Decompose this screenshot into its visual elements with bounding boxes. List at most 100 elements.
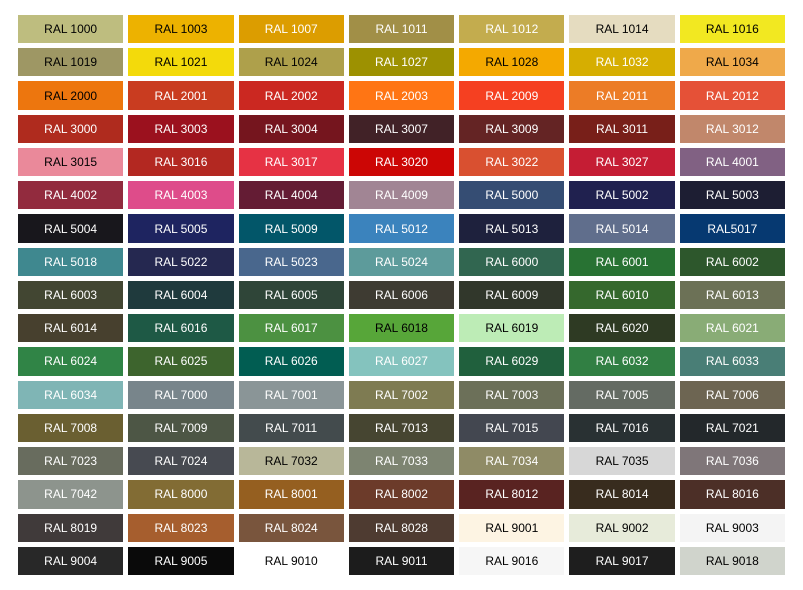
ral-swatch-ral-5004: RAL 5004 xyxy=(18,214,124,243)
ral-swatch-ral-6021: RAL 6021 xyxy=(679,314,785,343)
ral-swatch-ral-6000: RAL 6000 xyxy=(459,247,565,276)
ral-swatch-ral-1012: RAL 1012 xyxy=(459,15,565,44)
ral-swatch-ral-7009: RAL 7009 xyxy=(128,413,234,443)
ral-swatch-ral-9004: RAL 9004 xyxy=(18,546,124,575)
ral-swatch-ral-6020: RAL 6020 xyxy=(569,314,675,343)
ral-swatch-ral-7011: RAL 7011 xyxy=(238,413,344,443)
ral-swatch-ral-7002: RAL 7002 xyxy=(348,380,455,409)
ral-swatch-ral-8023: RAL 8023 xyxy=(128,513,234,542)
ral-swatch-ral-7023: RAL 7023 xyxy=(18,447,124,476)
ral-swatch-ral-8024: RAL 8024 xyxy=(238,513,344,542)
ral-swatch-ral-4004: RAL 4004 xyxy=(238,181,344,210)
ral-swatch-ral-2000: RAL 2000 xyxy=(18,81,124,110)
ral-swatch-ral-3000: RAL 3000 xyxy=(18,114,124,143)
ral-swatch-ral-6025: RAL 6025 xyxy=(128,347,234,376)
ral-swatch-ral-3017: RAL 3017 xyxy=(238,147,344,177)
ral-swatch-ral-5014: RAL 5014 xyxy=(569,214,675,243)
ral-swatch-ral-9011: RAL 9011 xyxy=(348,546,455,575)
ral-swatch-ral-7005: RAL 7005 xyxy=(569,380,675,409)
ral-swatch-ral-9017: RAL 9017 xyxy=(569,546,675,575)
ral-swatch-ral-1032: RAL 1032 xyxy=(569,48,675,77)
ral-swatch-ral-1014: RAL 1014 xyxy=(569,15,675,44)
ral-swatch-ral-5012: RAL 5012 xyxy=(348,214,455,243)
swatch-grid: RAL 1000 RAL 1003 RAL 1007 RAL 1011 RAL 1012… xyxy=(18,15,785,575)
ral-swatch-ral-6034: RAL 6034 xyxy=(18,380,124,409)
ral-swatch-ral-7006: RAL 7006 xyxy=(679,380,785,409)
ral-swatch-ral-1028: RAL 1028 xyxy=(459,48,565,77)
ral-swatch-ral-5018: RAL 5018 xyxy=(18,247,124,276)
ral-swatch-ral-7035: RAL 7035 xyxy=(569,447,675,476)
ral-swatch-ral-6019: RAL 6019 xyxy=(459,314,565,343)
ral-swatch-ral-5024: RAL 5024 xyxy=(348,247,455,276)
ral-swatch-ral-8000: RAL 8000 xyxy=(128,480,234,509)
ral-swatch-ral-6006: RAL 6006 xyxy=(348,280,455,310)
ral-swatch-ral-6002: RAL 6002 xyxy=(679,247,785,276)
ral-swatch-ral-5000: RAL 5000 xyxy=(459,181,565,210)
ral-swatch-ral-7016: RAL 7016 xyxy=(569,413,675,443)
ral-swatch-ral-4003: RAL 4003 xyxy=(128,181,234,210)
ral-swatch-ral-2003: RAL 2003 xyxy=(348,81,455,110)
ral-swatch-ral-1019: RAL 1019 xyxy=(18,48,124,77)
ral-swatch-ral-7036: RAL 7036 xyxy=(679,447,785,476)
ral-swatch-ral-7024: RAL 7024 xyxy=(128,447,234,476)
ral-swatch-ral-6013: RAL 6013 xyxy=(679,280,785,310)
ral-swatch-ral-6010: RAL 6010 xyxy=(569,280,675,310)
ral-swatch-ral-9002: RAL 9002 xyxy=(569,513,675,542)
ral-swatch-ral-7021: RAL 7021 xyxy=(679,413,785,443)
ral-swatch-ral-6016: RAL 6016 xyxy=(128,314,234,343)
ral-swatch-ral-6017: RAL 6017 xyxy=(238,314,344,343)
ral-swatch-ral-9001: RAL 9001 xyxy=(459,513,565,542)
ral-swatch-ral-3011: RAL 3011 xyxy=(569,114,675,143)
ral-swatch-ral-9016: RAL 9016 xyxy=(459,546,565,575)
ral-swatch-ral-7033: RAL 7033 xyxy=(348,447,455,476)
ral-swatch-ral-8014: RAL 8014 xyxy=(569,480,675,509)
ral-swatch-ral-7015: RAL 7015 xyxy=(459,413,565,443)
ral-swatch-ral-1021: RAL 1021 xyxy=(128,48,234,77)
ral-swatch-ral-1034: RAL 1034 xyxy=(679,48,785,77)
ral-swatch-ral-6003: RAL 6003 xyxy=(18,280,124,310)
ral-swatch-ral-6018: RAL 6018 xyxy=(348,314,455,343)
ral-swatch-ral-4002: RAL 4002 xyxy=(18,181,124,210)
ral-swatch-ral-6033: RAL 6033 xyxy=(679,347,785,376)
ral-swatch-ral-1000: RAL 1000 xyxy=(18,15,124,44)
ral-swatch-ral-5022: RAL 5022 xyxy=(128,247,234,276)
ral-swatch-ral-7000: RAL 7000 xyxy=(128,380,234,409)
ral-swatch-ral-2011: RAL 2011 xyxy=(569,81,675,110)
ral-swatch-ral-7034: RAL 7034 xyxy=(459,447,565,476)
ral-swatch-ral-9005: RAL 9005 xyxy=(128,546,234,575)
ral-swatch-ral-6032: RAL 6032 xyxy=(569,347,675,376)
ral-swatch-ral-1016: RAL 1016 xyxy=(679,15,785,44)
ral-swatch-ral-3007: RAL 3007 xyxy=(348,114,455,143)
ral-swatch-ral-7013: RAL 7013 xyxy=(348,413,455,443)
ral-swatch-ral-5013: RAL 5013 xyxy=(459,214,565,243)
ral-swatch-ral-2009: RAL 2009 xyxy=(459,81,565,110)
ral-swatch-ral-5003: RAL 5003 xyxy=(679,181,785,210)
ral-swatch-ral-3012: RAL 3012 xyxy=(679,114,785,143)
ral-swatch-ral-6024: RAL 6024 xyxy=(18,347,124,376)
ral-swatch-ral-9003: RAL 9003 xyxy=(679,513,785,542)
ral-swatch-ral-9010: RAL 9010 xyxy=(238,546,344,575)
ral-swatch-ral-2012: RAL 2012 xyxy=(679,81,785,110)
ral-swatch-ral-6001: RAL 6001 xyxy=(569,247,675,276)
ral-swatch-ral-1007: RAL 1007 xyxy=(238,15,344,44)
ral-swatch-ral-5005: RAL 5005 xyxy=(128,214,234,243)
ral-swatch-ral-6004: RAL 6004 xyxy=(128,280,234,310)
ral-swatch-ral-7042: RAL 7042 xyxy=(18,480,124,509)
ral-swatch-ral-5002: RAL 5002 xyxy=(569,181,675,210)
ral-swatch-ral-8016: RAL 8016 xyxy=(679,480,785,509)
ral-swatch-ral-7003: RAL 7003 xyxy=(459,380,565,409)
ral-swatch-ral-8012: RAL 8012 xyxy=(459,480,565,509)
ral-swatch-ral-1011: RAL 1011 xyxy=(348,15,455,44)
ral-swatch-ral-2002: RAL 2002 xyxy=(238,81,344,110)
ral-swatch-ral-7001: RAL 7001 xyxy=(238,380,344,409)
ral-swatch-ral-8019: RAL 8019 xyxy=(18,513,124,542)
ral-swatch-ral-6009: RAL 6009 xyxy=(459,280,565,310)
ral-swatch-ral-6027: RAL 6027 xyxy=(348,347,455,376)
ral-swatch-ral-3016: RAL 3016 xyxy=(128,147,234,177)
ral-swatch-ral-8001: RAL 8001 xyxy=(238,480,344,509)
ral-swatch-ral-3015: RAL 3015 xyxy=(18,147,124,177)
ral-swatch-ral-5023: RAL 5023 xyxy=(238,247,344,276)
ral-swatch-ral-1027: RAL 1027 xyxy=(348,48,455,77)
ral-swatch-ral-6005: RAL 6005 xyxy=(238,280,344,310)
